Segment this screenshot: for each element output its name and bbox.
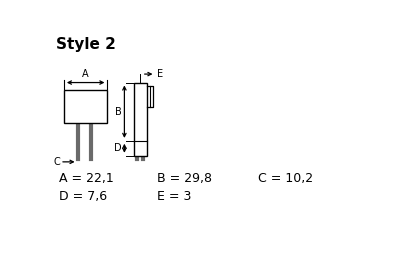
Bar bbox=[134, 83, 147, 156]
Text: A = 22,1: A = 22,1 bbox=[59, 172, 114, 185]
Bar bbox=[64, 90, 107, 123]
Text: E: E bbox=[157, 69, 163, 79]
Text: B: B bbox=[115, 107, 122, 117]
Text: B = 29,8: B = 29,8 bbox=[157, 172, 212, 185]
Text: D = 7,6: D = 7,6 bbox=[59, 190, 108, 204]
Text: C: C bbox=[53, 157, 60, 167]
Text: A: A bbox=[82, 69, 89, 79]
Text: Style 2: Style 2 bbox=[56, 37, 116, 52]
Text: C = 10,2: C = 10,2 bbox=[258, 172, 313, 185]
Text: D: D bbox=[114, 143, 122, 153]
Text: E = 3: E = 3 bbox=[157, 190, 191, 204]
